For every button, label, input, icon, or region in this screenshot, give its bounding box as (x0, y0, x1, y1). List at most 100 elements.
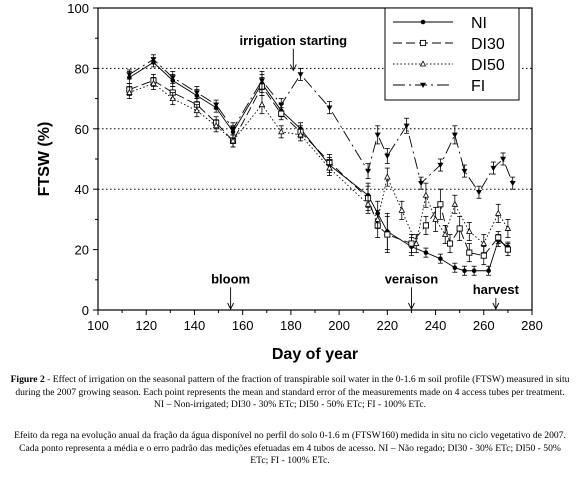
annotation-harvest: harvest (473, 282, 520, 297)
x-tick-label: 100 (87, 318, 109, 333)
legend-marker-di50 (419, 60, 427, 67)
data-point-fi (230, 126, 237, 132)
data-point-fi (374, 132, 381, 138)
data-point-di50 (326, 164, 333, 171)
data-point-fi (193, 90, 200, 96)
data-point-di50 (374, 215, 381, 222)
data-point-di30 (384, 231, 391, 238)
data-point-di30 (456, 225, 463, 232)
data-point-fi (365, 168, 372, 175)
x-tick-label: 240 (425, 318, 447, 333)
x-tick-label: 260 (473, 318, 495, 333)
legend-marker-di30 (419, 39, 427, 47)
y-tick-label: 0 (82, 303, 89, 318)
annotation-bloom: bloom (211, 271, 250, 286)
caption-english-text: - Effect of irrigation on the seasonal p… (15, 374, 570, 410)
legend-label-di30: DI30 (471, 36, 505, 53)
data-point-di50 (466, 227, 473, 234)
data-point-di50 (398, 206, 406, 213)
data-point-fi (326, 105, 333, 111)
legend-box (384, 7, 520, 101)
x-tick-label: 160 (232, 318, 254, 333)
data-point-fi (297, 72, 304, 78)
series-line-di50 (129, 82, 509, 246)
legend-label-ni: NI (471, 15, 487, 32)
x-axis-title: Day of year (272, 346, 358, 363)
x-tick-label: 220 (376, 318, 398, 333)
legend-label-fi: FI (471, 78, 485, 95)
x-tick-label: 180 (280, 318, 302, 333)
data-point-ni (423, 250, 429, 255)
data-point-di30 (437, 201, 444, 208)
series-line-ni (129, 61, 509, 272)
data-point-fi (437, 162, 444, 169)
data-point-di50 (441, 230, 449, 237)
x-tick-label: 120 (135, 318, 157, 333)
y-tick-label: 100 (67, 1, 89, 16)
data-point-ni (462, 268, 467, 274)
data-point-di50 (480, 239, 488, 246)
figure-label: Figure 2 (10, 374, 45, 385)
data-point-di50 (451, 200, 459, 207)
data-point-ni (471, 268, 477, 274)
data-point-di50 (126, 88, 133, 95)
data-point-di30 (278, 110, 285, 117)
legend-marker-fi (420, 82, 426, 88)
data-point-ni (438, 256, 443, 261)
data-point-fi (258, 78, 265, 84)
data-point-fi (384, 153, 391, 159)
data-point-di50 (384, 173, 391, 180)
data-point-fi (403, 123, 410, 129)
data-point-di50 (169, 94, 177, 101)
data-point-fi (490, 165, 497, 172)
data-point-fi (126, 72, 133, 78)
annotation-irrigation-starting: irrigation starting (239, 33, 347, 48)
data-point-di50 (193, 107, 201, 114)
data-point-ni (486, 268, 491, 274)
annotation-veraison: veraison (385, 271, 439, 286)
data-point-di50 (412, 239, 420, 246)
series-line-fi (129, 58, 514, 194)
annotation-arrowhead-bloom (227, 302, 235, 311)
data-point-fi (213, 102, 220, 108)
data-point-di50 (277, 128, 285, 135)
annotation-arrowhead-harvest (492, 302, 500, 311)
ftsw-chart: 100 120 140 160 180 200 220 240 260 280 0 20 40 60 80 1… (36, 1, 543, 363)
x-tick-label: 140 (184, 318, 206, 333)
data-point-di50 (364, 200, 372, 207)
data-point-fi (509, 180, 516, 187)
annotation-arrowhead-irrigation-starting (289, 64, 297, 72)
data-point-di50 (297, 131, 304, 138)
data-point-fi (278, 102, 285, 108)
data-point-fi (500, 156, 507, 162)
y-tick-label: 40 (75, 182, 89, 197)
y-tick-label: 20 (75, 243, 89, 258)
legend-marker-ni (420, 19, 426, 25)
data-point-di50 (258, 101, 266, 108)
y-tick-label: 60 (75, 122, 89, 137)
data-point-di50 (422, 191, 430, 198)
data-point-di30 (466, 249, 473, 256)
data-point-di30 (504, 246, 511, 253)
data-point-di30 (495, 234, 502, 241)
data-point-di30 (422, 222, 429, 229)
caption-english: Figure 2 - Effect of irrigation on the s… (10, 374, 570, 412)
annotation-arrowhead-veraison (408, 302, 415, 311)
data-point-di50 (432, 215, 439, 222)
data-point-di50 (150, 79, 157, 86)
data-point-fi (461, 168, 468, 175)
data-point-fi (418, 180, 425, 187)
data-point-di50 (494, 209, 502, 216)
legend-label-di50: DI50 (471, 57, 505, 74)
data-point-di50 (504, 224, 512, 231)
data-point-di30 (408, 240, 415, 247)
x-tick-label: 200 (328, 318, 350, 333)
data-point-di50 (212, 122, 220, 129)
data-point-fi (150, 57, 157, 63)
data-point-di50 (229, 137, 237, 144)
data-point-fi (169, 75, 176, 81)
data-point-di30 (446, 240, 454, 247)
series-line-di30 (129, 79, 509, 257)
x-tick-label: 280 (521, 318, 543, 333)
data-point-fi (451, 132, 458, 138)
